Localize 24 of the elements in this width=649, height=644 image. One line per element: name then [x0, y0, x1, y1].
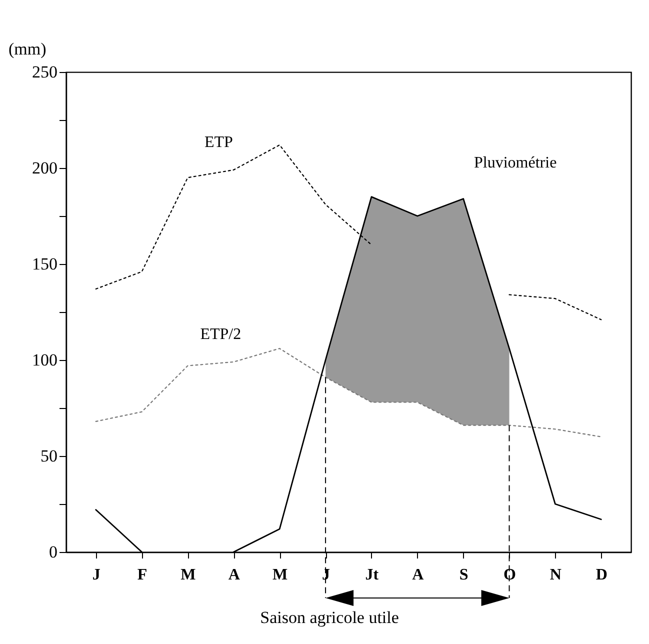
y-tick-label: 150	[32, 254, 58, 274]
y-axis-title: (mm)	[8, 40, 46, 58]
y-tick-label: 100	[32, 350, 58, 370]
x-tick-label: N	[550, 566, 562, 584]
x-tick-label: D	[596, 566, 608, 584]
line-series	[95, 348, 602, 438]
x-tick-label: M	[272, 566, 288, 584]
annotation: Saison agricole utile	[260, 608, 399, 627]
y-tick-label: 0	[49, 542, 58, 562]
x-tick-label: M	[180, 566, 196, 584]
x-tick-label: J	[322, 566, 330, 584]
y-tick-label: 200	[32, 158, 58, 178]
x-tick-label: A	[228, 566, 240, 584]
series-label: ETP/2	[200, 326, 242, 343]
y-tick-label: 250	[32, 62, 58, 82]
x-tick-label: S	[459, 566, 468, 584]
series-label: Pluviométrie	[474, 154, 557, 172]
x-tick-label: F	[137, 566, 148, 584]
y-tick-label: 50	[40, 446, 58, 466]
x-tick-label: Jt	[365, 566, 380, 584]
x-tick-label: J	[92, 566, 100, 584]
x-tick-label: A	[412, 566, 424, 584]
x-tick-label: O	[504, 566, 516, 584]
series-label: ETP	[204, 134, 233, 151]
